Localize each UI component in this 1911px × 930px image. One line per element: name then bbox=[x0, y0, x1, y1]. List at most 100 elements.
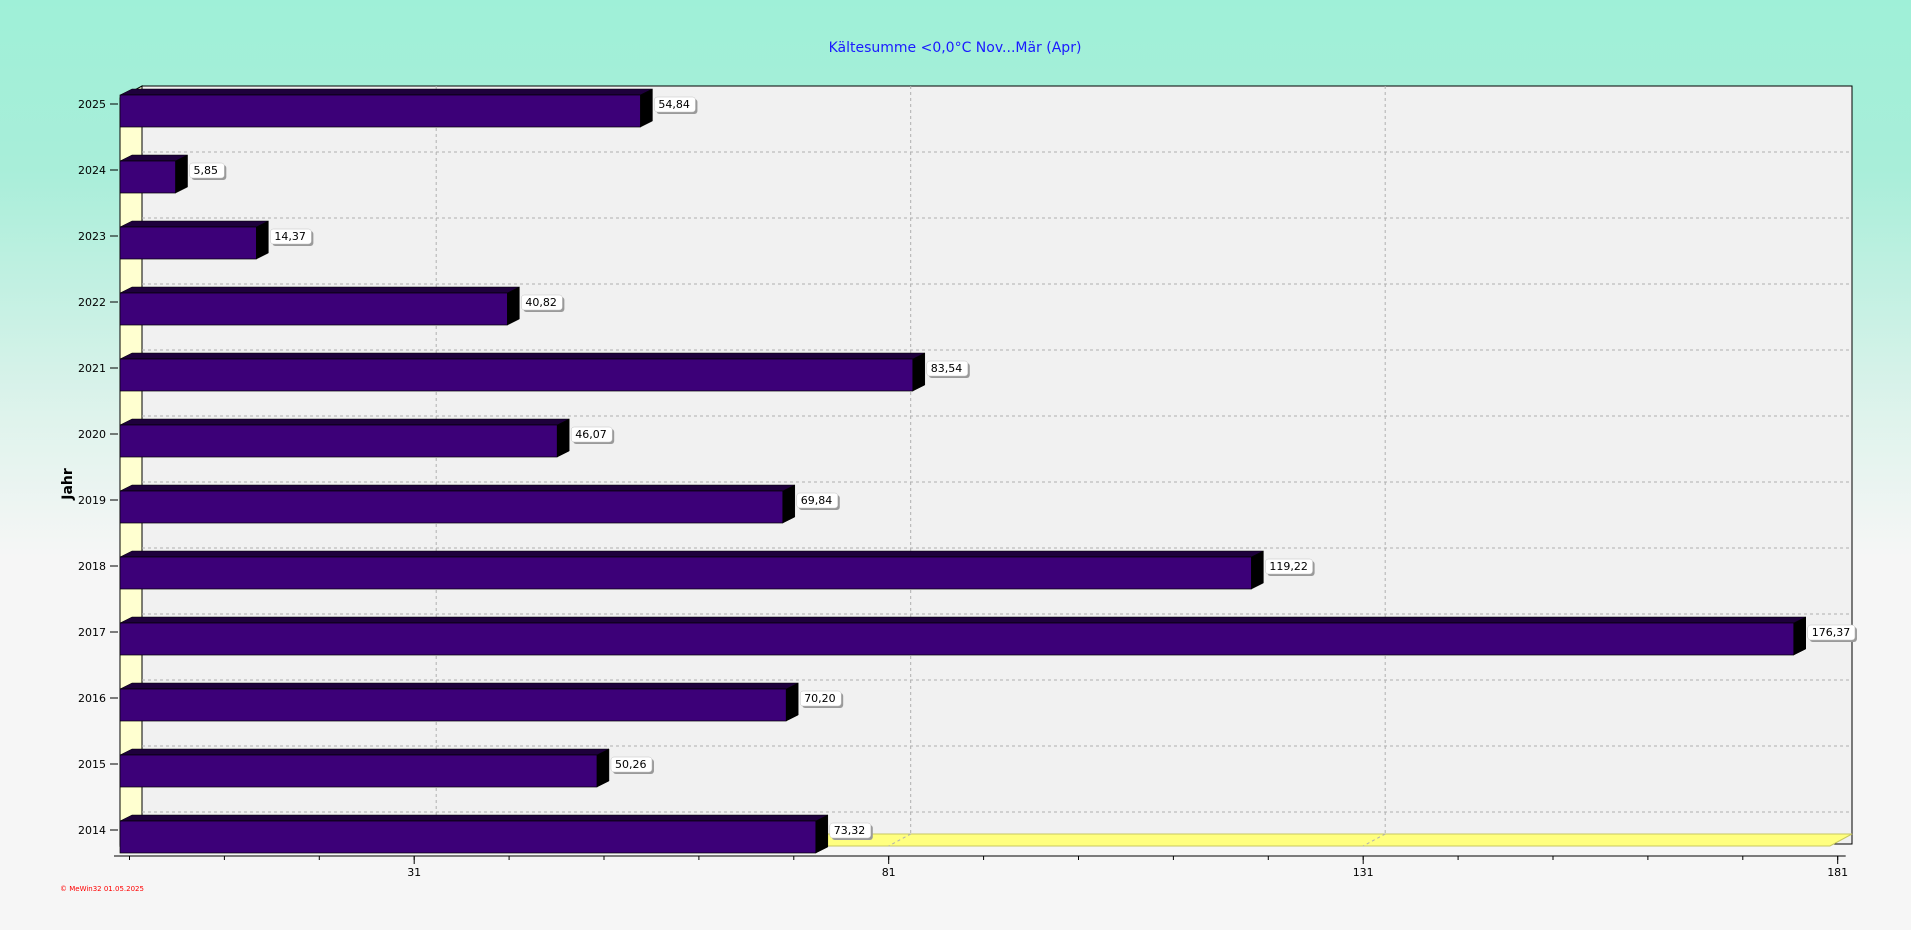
bar-front-face bbox=[119, 226, 257, 260]
bar-top-face bbox=[119, 814, 828, 822]
bar-2015: 50,26 bbox=[119, 748, 654, 788]
y-tick-label: 2023 bbox=[78, 230, 106, 243]
value-label: 40,82 bbox=[525, 296, 557, 309]
value-label: 54,84 bbox=[658, 98, 690, 111]
plot-area: 54,84 5,85 14,37 40,82 83,54 46,07 69,84 119,22… bbox=[78, 85, 1857, 879]
x-axis-ticks: 31 81 131 181 bbox=[128, 856, 1848, 879]
bar-side-face bbox=[596, 748, 610, 788]
value-label: 83,54 bbox=[931, 362, 963, 375]
value-label-box bbox=[570, 426, 613, 443]
bar-top-face bbox=[119, 484, 795, 492]
value-label-box bbox=[926, 360, 969, 377]
y-tick-label: 2017 bbox=[78, 626, 106, 639]
bar-side-face bbox=[507, 286, 520, 326]
y-axis-categories: 2025 2024 2023 2022 2021 2020 2019 2018 2017 2016… bbox=[78, 98, 118, 837]
bar-side-face bbox=[256, 220, 269, 260]
value-label-box bbox=[610, 756, 653, 773]
bar-2017: 176,37 bbox=[119, 616, 1857, 656]
y-tick-label: 2018 bbox=[78, 560, 106, 573]
bar-side-face bbox=[785, 682, 799, 722]
value-label-box bbox=[1265, 558, 1313, 575]
gridline-floor bbox=[888, 833, 911, 847]
credit-text: © MeWin32 01.05.2025 bbox=[60, 885, 144, 893]
bar-2025: 54,84 bbox=[119, 88, 698, 128]
bar-2014: 73,32 bbox=[119, 814, 873, 854]
bar-front-face bbox=[119, 490, 784, 524]
y-tick-label: 2020 bbox=[78, 428, 106, 441]
bar-side-face bbox=[175, 154, 188, 194]
bar-front-face bbox=[119, 94, 641, 128]
bar-side-face bbox=[556, 418, 570, 458]
gridline-floor bbox=[1362, 833, 1386, 847]
bar-front-face bbox=[119, 292, 508, 326]
gridlines bbox=[114, 86, 1852, 857]
bar-top-face bbox=[119, 418, 570, 426]
value-label-box bbox=[521, 294, 563, 311]
bar-2024: 5,85 bbox=[119, 154, 227, 194]
y-tick-label: 2019 bbox=[78, 494, 106, 507]
value-label: 73,32 bbox=[834, 824, 866, 837]
bar-top-face bbox=[119, 616, 1806, 624]
y-tick-label: 2022 bbox=[78, 296, 106, 309]
bar-front-face bbox=[119, 754, 598, 788]
bar-2020: 46,07 bbox=[119, 418, 615, 458]
y-tick-label: 2025 bbox=[78, 98, 106, 111]
value-label-box bbox=[1807, 624, 1856, 641]
value-label-box bbox=[796, 492, 839, 509]
bar-2018: 119,22 bbox=[119, 550, 1315, 590]
value-label: 70,20 bbox=[804, 692, 836, 705]
bar-front-face bbox=[119, 820, 817, 854]
bar-2022: 40,82 bbox=[119, 286, 565, 326]
x-tick-label: 31 bbox=[407, 866, 421, 879]
y-tick-label: 2024 bbox=[78, 164, 106, 177]
value-label: 46,07 bbox=[575, 428, 607, 441]
y-axis-label: Jahr bbox=[60, 468, 76, 501]
bar-2019: 69,84 bbox=[119, 484, 840, 524]
bar-side-face bbox=[1793, 616, 1807, 656]
bar-front-face bbox=[119, 556, 1252, 590]
value-label: 14,37 bbox=[274, 230, 306, 243]
bar-side-face bbox=[1251, 550, 1264, 590]
bar-front-face bbox=[119, 688, 787, 722]
chart-title: Kältesumme <0,0°C Nov...Mär (Apr) bbox=[829, 40, 1082, 56]
bar-top-face bbox=[119, 286, 520, 294]
value-label-box bbox=[829, 822, 872, 839]
bar-front-face bbox=[119, 622, 1795, 656]
bar-2016: 70,20 bbox=[119, 682, 844, 722]
bar-side-face bbox=[912, 352, 926, 392]
bars: 54,84 5,85 14,37 40,82 83,54 46,07 69,84 119,22… bbox=[119, 88, 1857, 854]
bar-top-face bbox=[119, 220, 269, 228]
bar-top-face bbox=[119, 352, 925, 360]
bar-front-face bbox=[119, 424, 558, 458]
bar-side-face bbox=[815, 814, 829, 854]
bar-front-face bbox=[119, 358, 914, 392]
value-label-box bbox=[654, 96, 696, 113]
bar-side-face bbox=[640, 88, 653, 128]
y-tick-label: 2014 bbox=[78, 824, 106, 837]
y-tick-label: 2015 bbox=[78, 758, 106, 771]
value-label-box bbox=[799, 690, 842, 707]
value-label: 69,84 bbox=[801, 494, 833, 507]
y-tick-label: 2021 bbox=[78, 362, 106, 375]
x-tick-label: 131 bbox=[1353, 866, 1374, 879]
value-label: 5,85 bbox=[194, 164, 219, 177]
value-label-box bbox=[270, 228, 312, 245]
value-label: 119,22 bbox=[1269, 560, 1308, 573]
x-tick-label: 81 bbox=[882, 866, 896, 879]
bar-2023: 14,37 bbox=[119, 220, 314, 260]
plot-background bbox=[141, 85, 1853, 845]
value-label-box bbox=[189, 162, 225, 179]
value-label: 50,26 bbox=[615, 758, 647, 771]
bar-top-face bbox=[119, 682, 799, 690]
bar-front-face bbox=[119, 160, 176, 194]
y-tick-label: 2016 bbox=[78, 692, 106, 705]
bar-top-face bbox=[119, 550, 1264, 558]
bar-2021: 83,54 bbox=[119, 352, 970, 392]
x-tick-label: 181 bbox=[1827, 866, 1848, 879]
bar-top-face bbox=[119, 748, 610, 756]
value-label: 176,37 bbox=[1812, 626, 1851, 639]
bar-top-face bbox=[119, 88, 653, 96]
plot-left-wall bbox=[119, 85, 143, 847]
bar-side-face bbox=[782, 484, 796, 524]
